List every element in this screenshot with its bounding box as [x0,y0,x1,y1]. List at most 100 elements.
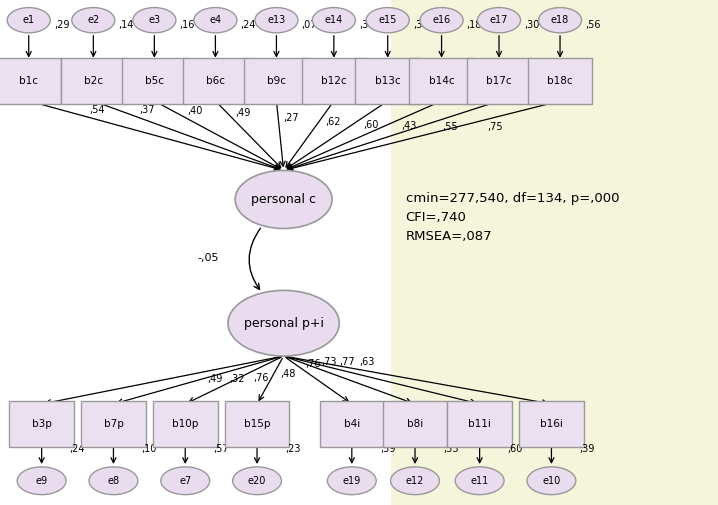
FancyBboxPatch shape [9,401,74,447]
FancyBboxPatch shape [383,401,447,447]
Ellipse shape [7,8,50,33]
Ellipse shape [233,467,281,495]
Ellipse shape [194,8,237,33]
Text: personal c: personal c [251,193,316,206]
Text: ,62: ,62 [325,118,340,127]
Text: ,27: ,27 [284,113,299,123]
FancyBboxPatch shape [61,58,126,104]
Text: ,23: ,23 [285,444,301,454]
Text: ,76: ,76 [253,373,269,383]
Text: e10: e10 [542,476,561,486]
Ellipse shape [89,467,138,495]
Text: ,49: ,49 [207,374,222,384]
Text: ,18: ,18 [467,20,482,30]
Ellipse shape [538,8,582,33]
Text: ,53: ,53 [443,444,459,454]
Ellipse shape [161,467,210,495]
Text: e20: e20 [248,476,266,486]
Text: ,77: ,77 [339,357,355,367]
Text: ,14: ,14 [118,20,134,30]
Ellipse shape [72,8,115,33]
Text: e9: e9 [36,476,47,486]
Text: ,60: ,60 [508,444,523,454]
FancyBboxPatch shape [244,58,309,104]
Text: b7p: b7p [103,419,123,429]
FancyBboxPatch shape [81,401,146,447]
Text: e12: e12 [406,476,424,486]
Text: ,43: ,43 [401,121,416,131]
Text: e3: e3 [149,15,160,25]
Text: e16: e16 [432,15,451,25]
Text: -,05: -,05 [197,252,219,263]
Text: e19: e19 [342,476,361,486]
Text: b6c: b6c [206,76,225,86]
Text: e8: e8 [108,476,119,486]
Text: ,48: ,48 [280,369,295,379]
Text: ,75: ,75 [488,122,503,132]
Ellipse shape [455,467,504,495]
Text: b11i: b11i [468,419,491,429]
Text: e4: e4 [210,15,221,25]
FancyBboxPatch shape [528,58,592,104]
Text: e1: e1 [23,15,34,25]
FancyBboxPatch shape [225,401,289,447]
Text: b1c: b1c [19,76,38,86]
Text: ,36: ,36 [413,20,428,30]
Ellipse shape [327,467,376,495]
Text: b10p: b10p [172,419,198,429]
Ellipse shape [236,171,332,229]
Text: ,76: ,76 [305,359,321,369]
Text: ,57: ,57 [213,444,229,454]
Text: e2: e2 [87,15,100,25]
Ellipse shape [255,8,298,33]
Text: b4i: b4i [344,419,360,429]
Text: b2c: b2c [84,76,103,86]
FancyBboxPatch shape [409,58,474,104]
Text: e17: e17 [490,15,508,25]
Text: e13: e13 [267,15,286,25]
FancyBboxPatch shape [153,401,218,447]
Text: ,30: ,30 [524,20,539,30]
Text: ,16: ,16 [180,20,195,30]
Ellipse shape [366,8,409,33]
Text: ,24: ,24 [241,20,256,30]
Text: ,37: ,37 [139,105,154,115]
Text: b18c: b18c [547,76,573,86]
Text: ,55: ,55 [443,122,458,132]
Text: e15: e15 [378,15,397,25]
Ellipse shape [527,467,576,495]
Text: ,32: ,32 [230,374,245,384]
Text: b12c: b12c [321,76,347,86]
Text: ,39: ,39 [359,20,374,30]
Text: b8i: b8i [407,419,423,429]
FancyBboxPatch shape [447,401,512,447]
Text: e14: e14 [325,15,343,25]
Ellipse shape [391,467,439,495]
Ellipse shape [477,8,521,33]
FancyBboxPatch shape [519,401,584,447]
Text: ,54: ,54 [89,105,105,115]
Text: b17c: b17c [486,76,512,86]
Text: ,73: ,73 [321,358,337,367]
FancyBboxPatch shape [122,58,187,104]
Text: ,24: ,24 [70,444,85,454]
FancyBboxPatch shape [183,58,248,104]
Text: ,39: ,39 [579,444,595,454]
Ellipse shape [17,467,66,495]
Text: b9c: b9c [267,76,286,86]
Text: e7: e7 [179,476,192,486]
Text: personal p+i: personal p+i [243,317,324,330]
Text: ,56: ,56 [585,20,601,30]
Text: ,49: ,49 [236,108,251,118]
Text: ,29: ,29 [54,20,70,30]
FancyBboxPatch shape [302,58,366,104]
Text: ,40: ,40 [187,106,202,116]
Text: b5c: b5c [145,76,164,86]
Ellipse shape [228,290,339,356]
Text: b13c: b13c [375,76,401,86]
Text: ,63: ,63 [360,357,375,367]
Text: b16i: b16i [540,419,563,429]
Text: e18: e18 [551,15,569,25]
Text: ,60: ,60 [363,120,378,130]
Text: ,07: ,07 [302,20,317,30]
